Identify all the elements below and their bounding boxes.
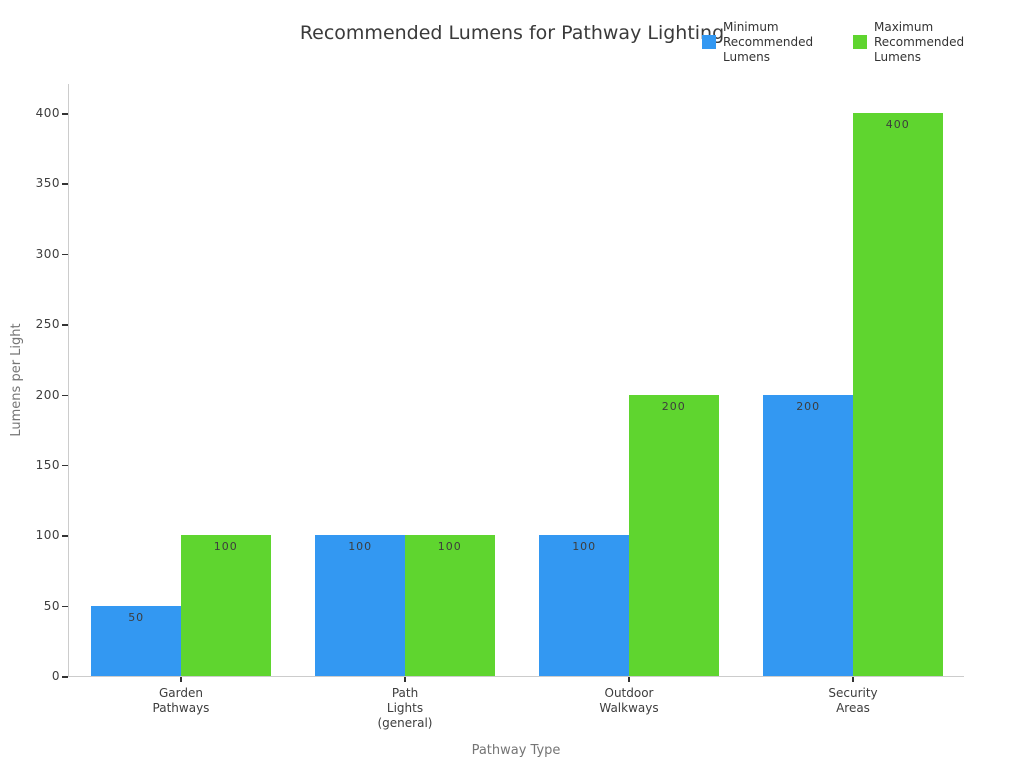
y-tick (62, 394, 68, 396)
bar-value-label: 100 (572, 540, 597, 554)
y-tick (62, 535, 68, 537)
x-tick-label: Security Areas (828, 686, 878, 715)
x-tick-label: Path Lights (general) (377, 686, 433, 730)
x-tick-label: Outdoor Walkways (599, 686, 659, 715)
x-tick-label: Garden Pathways (152, 686, 210, 715)
legend-item-minimum: Minimum Recommended Lumens (702, 20, 814, 65)
x-tick (628, 677, 630, 682)
bar (181, 535, 271, 676)
bar-value-label: 400 (885, 118, 910, 131)
y-tick-label: 50 (43, 598, 60, 613)
y-tick-label: 250 (35, 317, 60, 332)
bar-value-label: 50 (128, 610, 145, 624)
y-tick (62, 183, 68, 185)
chart-title: Recommended Lumens for Pathway Lighting (299, 22, 725, 44)
bar (539, 535, 629, 676)
y-tick (62, 253, 68, 256)
y-tick (62, 113, 68, 115)
y-tick-label: 0 (51, 669, 60, 683)
y-tick-label: 100 (35, 528, 60, 543)
x-tick (180, 677, 182, 682)
y-tick (62, 324, 68, 326)
y-tick (62, 676, 68, 678)
bar (405, 535, 495, 676)
bar-value-label: 200 (661, 399, 686, 413)
bar-value-label: 100 (437, 540, 462, 554)
bar (91, 605, 181, 676)
y-axis-title: Lumens per Light (9, 323, 24, 437)
bar (629, 394, 719, 676)
legend-swatch-maximum (853, 35, 867, 49)
bar-value-label: 100 (213, 540, 238, 554)
plot-area: 0 50 100 150 200 250 300 350 400 Garden Pathways 5… (36, 84, 964, 730)
y-tick (62, 605, 68, 608)
legend-swatch-minimum (702, 35, 716, 49)
bar (853, 113, 943, 676)
x-tick (852, 677, 854, 682)
x-tick (404, 677, 406, 682)
legend-label-maximum: Maximum Recommended Lumens (874, 20, 965, 64)
bar (763, 394, 853, 676)
y-tick-label: 350 (35, 176, 60, 191)
y-tick-label: 300 (35, 246, 60, 261)
bar (315, 535, 405, 676)
x-axis-title: Pathway Type (471, 743, 561, 758)
y-tick-label: 200 (35, 387, 60, 402)
legend: Minimum Recommended Lumens Maximum Recom… (702, 20, 965, 65)
legend-label-minimum: Minimum Recommended Lumens (723, 20, 814, 64)
bar-value-label: 100 (348, 540, 373, 554)
legend-item-maximum: Maximum Recommended Lumens (853, 20, 965, 65)
bar-value-label: 200 (796, 399, 821, 413)
y-tick-label: 400 (35, 106, 60, 120)
y-tick-label: 150 (35, 457, 60, 472)
y-tick (62, 464, 68, 467)
